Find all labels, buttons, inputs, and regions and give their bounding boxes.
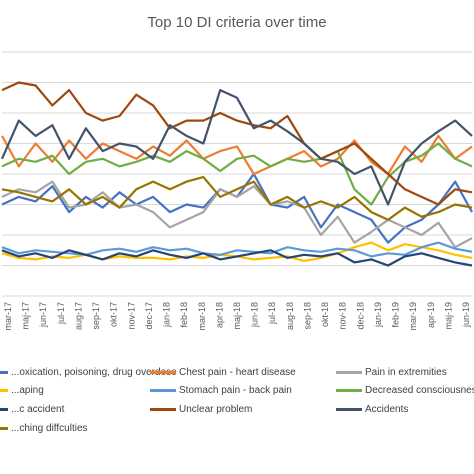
series-line-6 [1, 142, 473, 206]
x-tick-label: mar-18 [197, 302, 207, 331]
legend-item: Unclear problem [150, 401, 252, 417]
legend-item: Pain in extremities [336, 364, 447, 380]
legend-label: ...c accident [11, 403, 65, 415]
x-tick-label: okt-17 [109, 302, 119, 327]
x-tick-label: okt-18 [320, 302, 330, 327]
x-tick-label: mar-19 [408, 302, 418, 331]
series-line-3 [1, 180, 473, 249]
chart-title: Top 10 DI criteria over time [147, 14, 327, 31]
x-tick-label: jun-18 [250, 302, 260, 328]
series-line-8 [1, 81, 473, 206]
x-tick-label: feb-19 [391, 302, 401, 328]
x-tick-label: jun-19 [461, 302, 471, 328]
x-tick-label: nov-18 [338, 302, 348, 330]
legend-swatch [0, 370, 8, 374]
legend-label: Unclear problem [179, 403, 253, 415]
legend-swatch [150, 388, 176, 392]
legend-swatch [150, 407, 176, 411]
legend-swatch [0, 388, 8, 392]
x-tick-label: maj-17 [21, 302, 31, 330]
legend-swatch [336, 370, 362, 374]
x-tick-label: aug-18 [285, 302, 295, 330]
series-line-1 [1, 172, 473, 244]
series-line-9 [0, 88, 473, 206]
legend-label: Chest pain - heart disease [179, 366, 296, 378]
x-tick-label: apr-19 [426, 302, 436, 328]
legend-item: ...oxication, poisoning, drug overdose [0, 364, 177, 380]
legend-item: Accidents [336, 401, 408, 417]
x-tick-label: jan-18 [162, 302, 172, 328]
x-axis-tick-labels: mar-17 maj-17 jun-17 jul-17 aug-17 sep-17 okt-… [3, 302, 471, 331]
x-tick-label: maj-18 [232, 302, 242, 330]
series-lines [0, 81, 473, 267]
legend-swatch [150, 370, 176, 374]
legend-swatch [336, 388, 362, 392]
x-tick-label: jul-17 [56, 302, 66, 325]
x-tick-label: feb-18 [179, 302, 189, 328]
legend-item: Chest pain - heart disease [150, 364, 296, 380]
x-tick-label: jan-19 [373, 302, 383, 328]
series-line-7 [1, 249, 473, 267]
x-tick-label: maj-19 [443, 302, 453, 330]
legend-label: Stomach pain - back pain [179, 384, 292, 396]
legend-label: ...ching diffculties [11, 422, 88, 434]
x-tick-label: dec-17 [144, 302, 154, 330]
x-tick-label: nov-17 [126, 302, 136, 330]
x-tick-label: apr-18 [214, 302, 224, 328]
legend-swatch [336, 407, 362, 411]
gridlines [2, 51, 472, 297]
x-tick-label: aug-17 [74, 302, 84, 330]
x-tick-label: jul-18 [267, 302, 277, 325]
legend-item: ...ching diffculties [0, 420, 88, 436]
x-tick-label: sep-17 [91, 302, 101, 330]
series-line-10 [1, 176, 473, 221]
legend-label: Accidents [365, 403, 409, 415]
x-tick-label: dec-18 [355, 302, 365, 330]
legend-label: ...aping [11, 384, 44, 396]
legend-swatch [0, 407, 8, 411]
legend-item: ...aping [0, 382, 44, 398]
x-tick-label: jun-17 [38, 302, 48, 328]
legend-item: Decreased consciousness [336, 382, 474, 398]
legend-item: Stomach pain - back pain [150, 382, 292, 398]
legend-label: ...oxication, poisoning, drug overdose [11, 366, 177, 378]
legend-item: ...c accident [0, 401, 64, 417]
x-tick-label: mar-17 [3, 302, 13, 331]
legend-swatch [0, 426, 8, 430]
legend-label: Decreased consciousness [365, 384, 474, 396]
x-tick-label: sep-18 [303, 302, 313, 330]
series-line-2 [1, 134, 473, 176]
legend-label: Pain in extremities [365, 366, 447, 378]
